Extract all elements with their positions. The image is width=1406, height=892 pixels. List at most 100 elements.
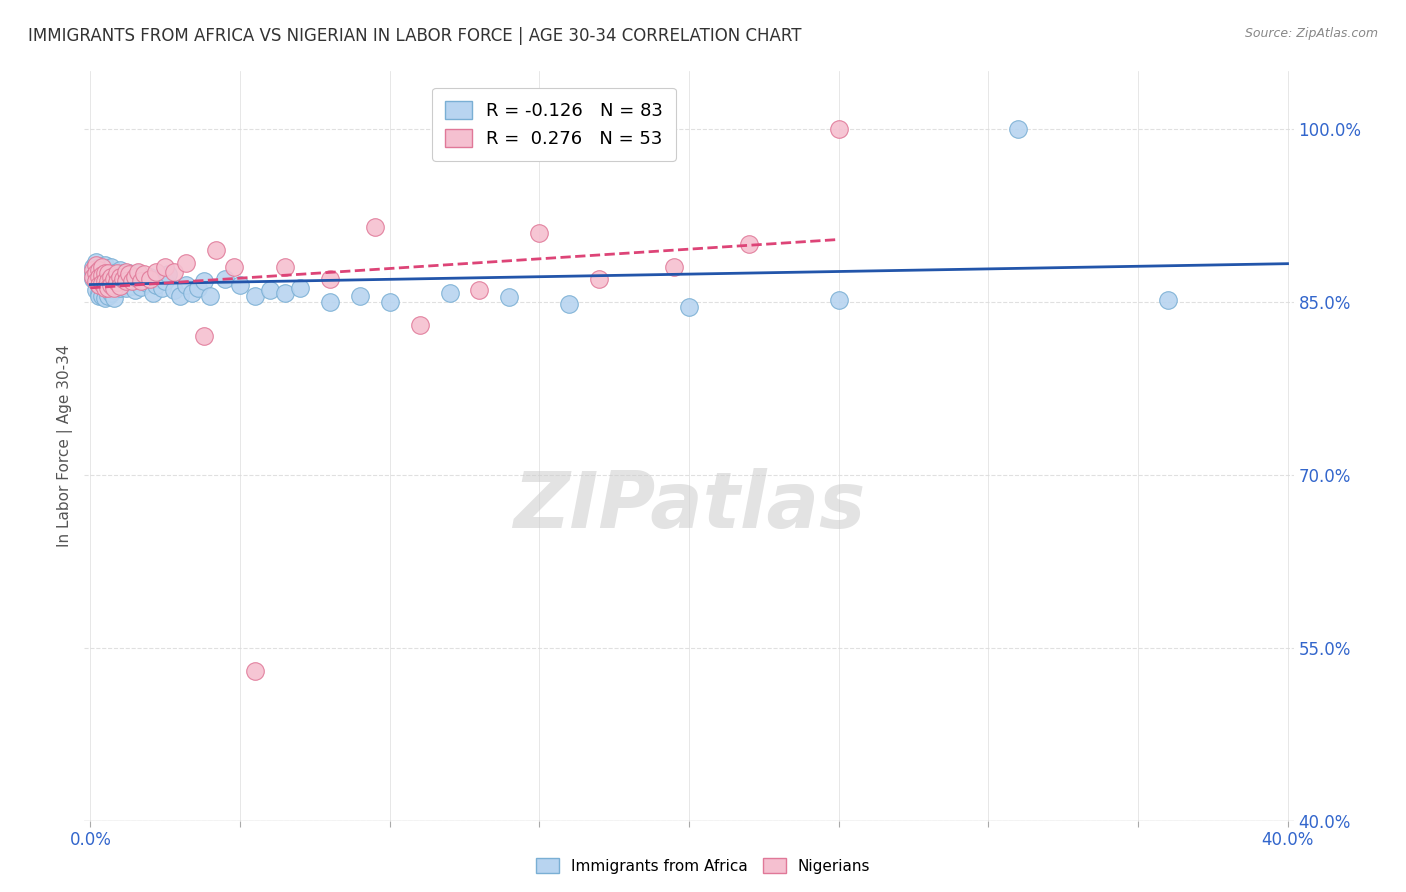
Point <box>112 275 135 289</box>
Point <box>82 262 104 277</box>
Point <box>97 281 120 295</box>
Point <box>1007 122 1029 136</box>
Point <box>118 266 141 280</box>
Point <box>100 285 122 300</box>
Point <box>153 274 176 288</box>
Point <box>738 237 761 252</box>
Point <box>89 260 111 275</box>
Point <box>89 285 111 300</box>
Point <box>439 285 461 300</box>
Point <box>127 275 149 289</box>
Point <box>163 265 186 279</box>
Point <box>110 272 132 286</box>
Point <box>115 274 138 288</box>
Point <box>110 269 132 284</box>
Point <box>103 292 125 306</box>
Point <box>145 265 167 279</box>
Point <box>163 284 186 298</box>
Point <box>91 277 114 291</box>
Point <box>129 280 152 294</box>
Point <box>498 290 520 304</box>
Point <box>127 266 149 280</box>
Text: IMMIGRANTS FROM AFRICA VS NIGERIAN IN LABOR FORCE | AGE 30-34 CORRELATION CHART: IMMIGRANTS FROM AFRICA VS NIGERIAN IN LA… <box>28 27 801 45</box>
Point <box>82 260 104 275</box>
Point <box>274 285 297 300</box>
Point <box>97 281 120 295</box>
Point <box>105 269 128 284</box>
Text: ZIPatlas: ZIPatlas <box>513 468 865 544</box>
Point <box>529 226 551 240</box>
Point <box>94 266 117 280</box>
Point <box>259 284 281 298</box>
Point <box>124 274 146 288</box>
Point <box>103 274 125 288</box>
Point <box>121 278 143 293</box>
Point <box>100 269 122 284</box>
Point <box>105 266 128 280</box>
Point <box>94 284 117 298</box>
Point <box>827 293 849 307</box>
Point <box>82 266 104 280</box>
Point <box>150 281 173 295</box>
Point <box>89 289 111 303</box>
Point <box>319 272 342 286</box>
Point <box>94 274 117 288</box>
Point <box>139 269 162 284</box>
Point <box>110 262 132 277</box>
Point <box>127 265 149 279</box>
Point <box>288 281 311 295</box>
Point <box>187 281 209 295</box>
Text: Source: ZipAtlas.com: Source: ZipAtlas.com <box>1244 27 1378 40</box>
Point <box>97 274 120 288</box>
Point <box>103 284 125 298</box>
Point <box>214 272 236 286</box>
Point <box>105 275 128 289</box>
Point <box>181 285 204 300</box>
Point <box>243 289 266 303</box>
Point <box>124 284 146 298</box>
Point <box>91 289 114 303</box>
Point <box>145 277 167 292</box>
Point <box>588 272 610 286</box>
Point <box>129 274 152 288</box>
Point <box>86 274 108 288</box>
Point <box>91 268 114 283</box>
Point <box>86 266 108 280</box>
Point <box>94 258 117 272</box>
Point <box>174 256 197 270</box>
Point <box>124 269 146 284</box>
Point <box>121 269 143 284</box>
Point <box>94 292 117 306</box>
Point <box>157 267 180 281</box>
Point <box>91 260 114 275</box>
Legend: R = -0.126   N = 83, R =  0.276   N = 53: R = -0.126 N = 83, R = 0.276 N = 53 <box>432 88 676 161</box>
Point <box>139 272 162 286</box>
Point <box>205 243 228 257</box>
Point <box>94 281 117 295</box>
Point <box>82 269 104 284</box>
Point <box>97 264 120 278</box>
Point <box>169 289 191 303</box>
Point <box>115 281 138 295</box>
Point <box>100 260 122 275</box>
Point <box>103 272 125 286</box>
Point <box>97 266 120 280</box>
Point <box>112 266 135 280</box>
Point <box>229 277 252 292</box>
Point <box>105 278 128 293</box>
Point <box>678 300 700 314</box>
Point <box>112 272 135 286</box>
Point <box>134 272 156 286</box>
Point <box>110 278 132 293</box>
Point <box>100 277 122 292</box>
Point <box>86 284 108 298</box>
Point <box>193 329 215 343</box>
Point <box>89 277 111 292</box>
Point <box>662 260 685 275</box>
Point <box>193 274 215 288</box>
Point <box>86 258 108 272</box>
Point <box>136 277 159 291</box>
Point <box>118 267 141 281</box>
Point <box>153 260 176 275</box>
Point <box>86 254 108 268</box>
